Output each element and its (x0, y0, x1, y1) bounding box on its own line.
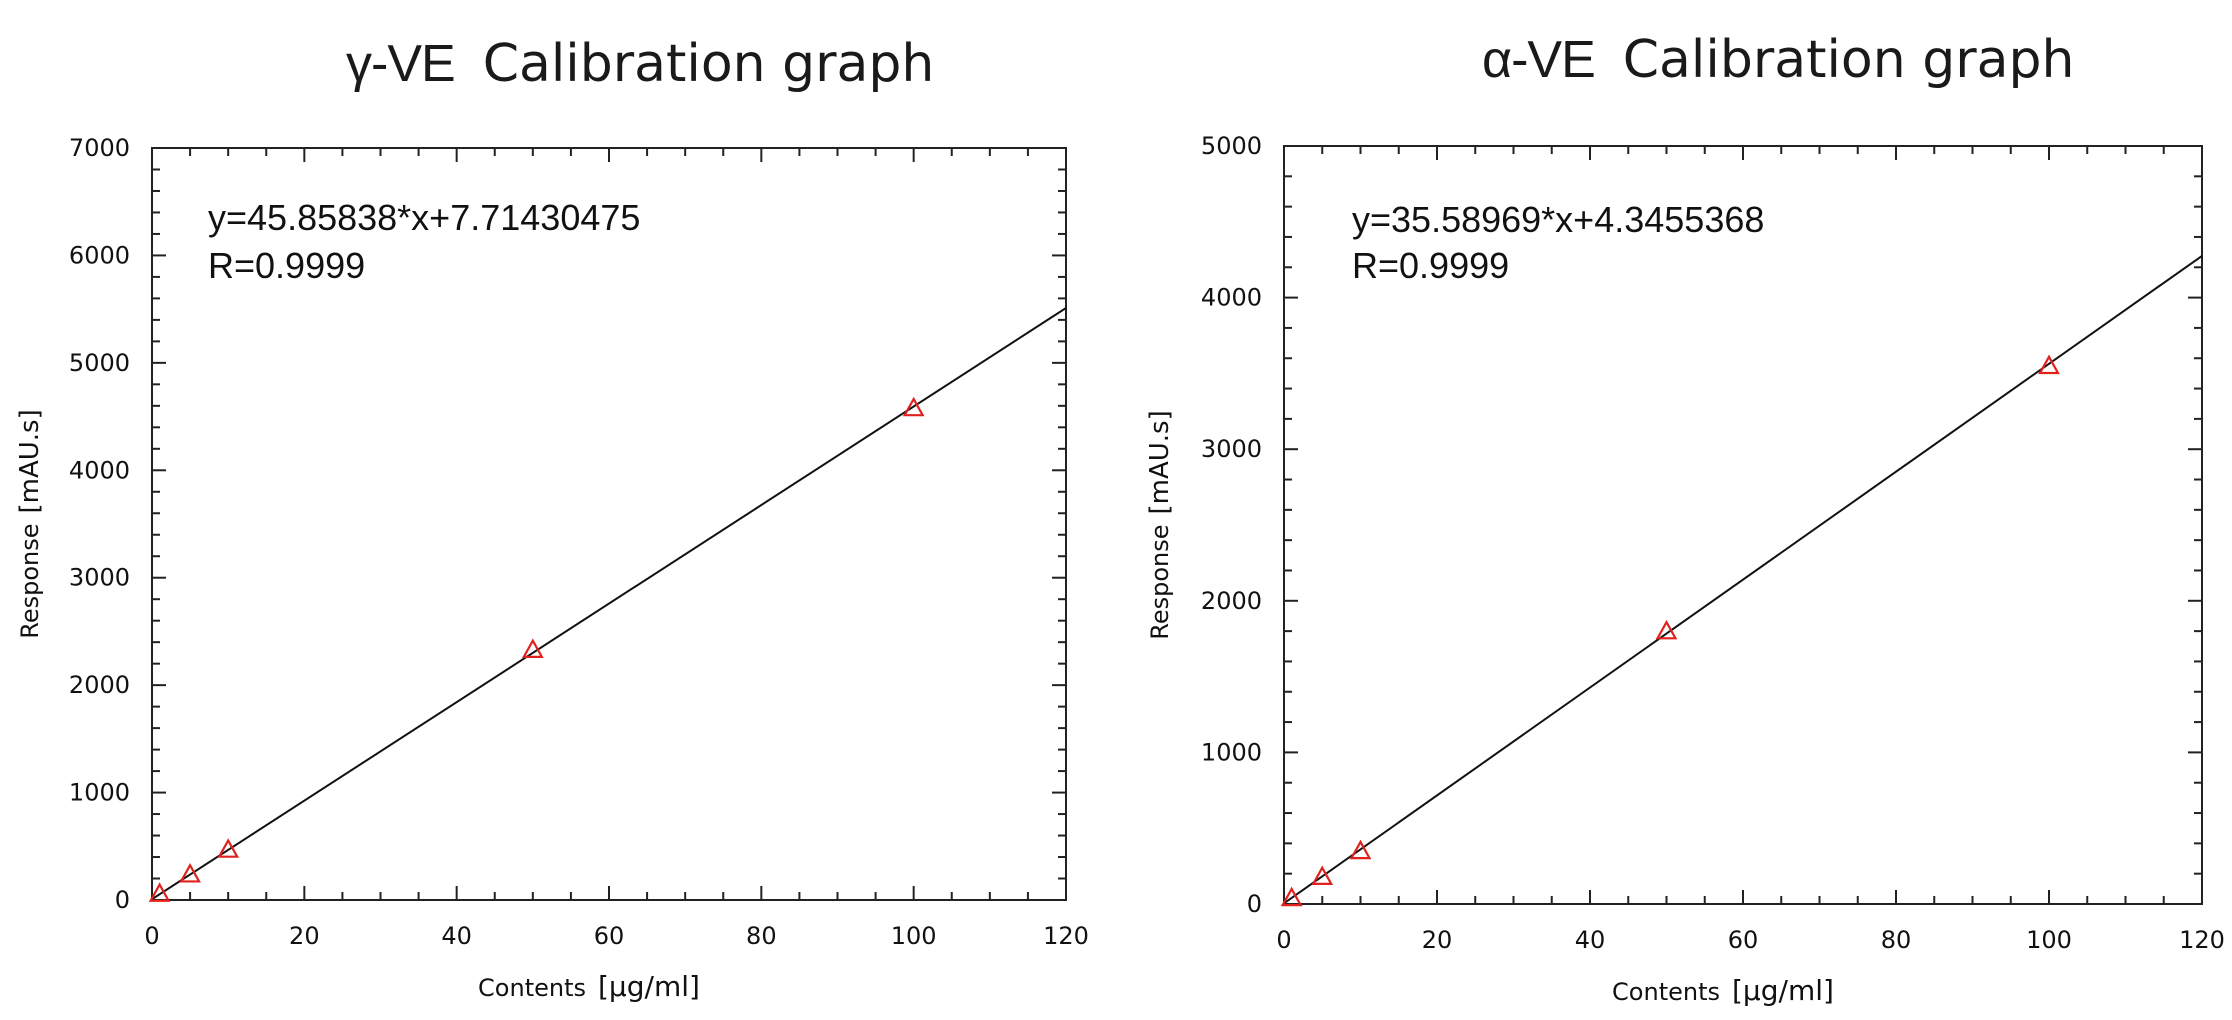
x-tick-label: 60 (594, 922, 625, 950)
x-tick-label: 0 (144, 922, 159, 950)
y-tick-label: 1000 (1201, 738, 1262, 766)
x-axis-label-main: Contents (1612, 978, 1720, 1006)
x-axis-label-unit: [μg/ml] (598, 970, 700, 1003)
y-tick-label: 0 (115, 886, 130, 914)
chart-title-text: Calibration graph (1622, 30, 2075, 90)
y-tick-label: 7000 (69, 134, 130, 162)
data-point-marker (521, 638, 544, 658)
y-axis-label-unit: [mAU.s] (1145, 410, 1175, 514)
x-tick-label: 80 (746, 922, 777, 950)
regression-line (151, 307, 1067, 901)
y-tick-label: 3000 (69, 564, 130, 592)
regression-equation: y=45.85838*x+7.71430475 (208, 197, 640, 238)
y-axis-label-unit: [mAU.s] (15, 409, 45, 513)
data-point-marker (1311, 865, 1334, 886)
y-axis-label-main: Response (16, 523, 44, 638)
y-tick-label: 4000 (69, 456, 130, 484)
x-tick-label: 20 (1422, 926, 1453, 954)
x-axis-label: Contents [μg/ml] (1612, 974, 1834, 1007)
y-axis-label: Response [mAU.s] (15, 409, 45, 639)
data-point-marker (902, 396, 925, 417)
x-tick-label: 80 (1881, 926, 1912, 954)
y-tick-label: 3000 (1201, 435, 1262, 463)
data-point-marker (1280, 886, 1303, 907)
x-tick-label: 40 (1575, 926, 1606, 954)
x-axis-label-main: Contents (478, 974, 586, 1002)
y-tick-label: 2000 (69, 671, 130, 699)
regression-line (1283, 255, 2203, 905)
x-tick-label: 120 (2179, 926, 2225, 954)
x-axis-label: Contents [μg/ml] (478, 970, 700, 1003)
correlation-r-value: R=0.9999 (1352, 245, 1509, 286)
x-axis-label-unit: [μg/ml] (1732, 974, 1834, 1007)
chart-svg: 0 20 40 60 80 100 120 0 1000 2000 3000 4000 5000 6000… (15, 134, 1089, 1003)
data-point-marker (1655, 619, 1678, 640)
y-tick-label: 5000 (69, 349, 130, 377)
x-tick-label: 100 (2026, 926, 2072, 954)
chart-title-series: γ-VE (346, 35, 456, 93)
chart-panel-gamma-ve: γ-VE Calibration graph 0 20 40 60 80 100 120 0 10… (15, 34, 1089, 1003)
data-point-marker (179, 862, 201, 883)
x-tick-label: 100 (891, 922, 937, 950)
chart-title-text: Calibration graph (482, 34, 935, 94)
chart-panel-alpha-ve: α-VE Calibration graph 0 20 40 60 80 100 120 0 10… (1116, 0, 2232, 1020)
data-point-marker (2038, 354, 2060, 375)
y-tick-label: 4000 (1201, 284, 1262, 312)
chart-title: α-VE Calibration graph (1482, 30, 2074, 90)
y-tick-label: 0 (1247, 890, 1262, 918)
data-point-marker (217, 838, 240, 858)
chart-title-series: α-VE (1482, 31, 1596, 89)
x-tick-label: 0 (1276, 926, 1291, 954)
y-tick-label: 1000 (69, 779, 130, 807)
y-tick-label: 2000 (1201, 587, 1262, 615)
data-point-marker (1349, 839, 1372, 860)
y-axis-label: Response [mAU.s] (1145, 410, 1175, 640)
correlation-r-value: R=0.9999 (208, 245, 365, 286)
regression-equation: y=35.58969*x+4.3455368 (1352, 199, 1764, 240)
x-tick-label: 120 (1043, 922, 1089, 950)
x-tick-label: 60 (1728, 926, 1759, 954)
x-tick-label: 40 (441, 922, 472, 950)
data-point-marker (148, 882, 171, 902)
chart-svg: 0 20 40 60 80 100 120 0 1000 2000 3000 4000 5000 Cont… (1145, 132, 2225, 1007)
x-tick-label: 20 (289, 922, 320, 950)
chart-title: γ-VE Calibration graph (346, 34, 934, 94)
y-tick-label: 6000 (69, 241, 130, 269)
y-tick-label: 5000 (1201, 132, 1262, 160)
y-axis-label-main: Response (1146, 524, 1174, 639)
